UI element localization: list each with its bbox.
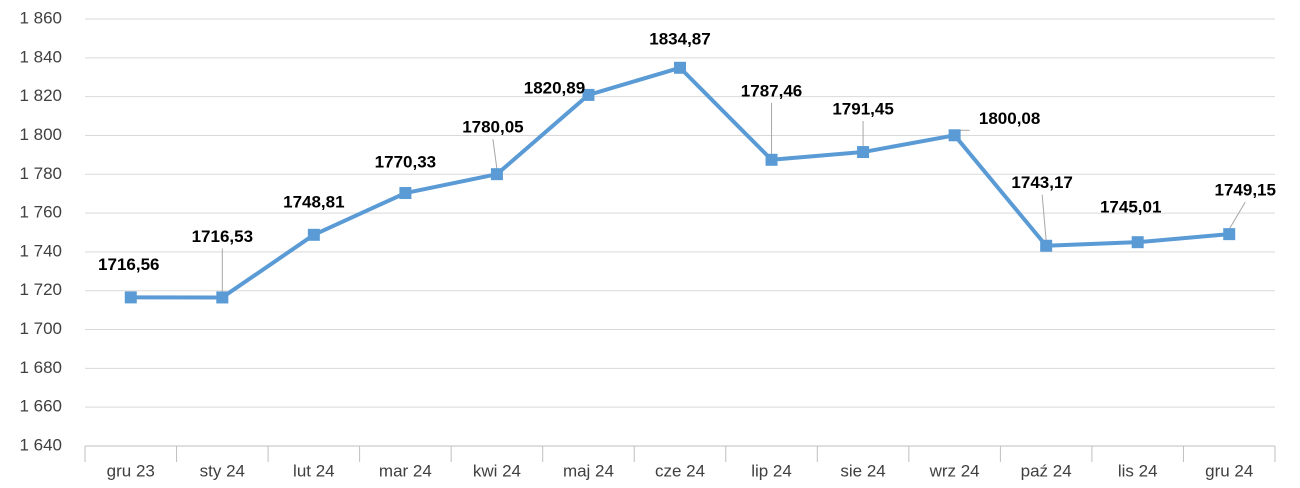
y-tick-label: 1 740 [19,241,62,260]
leader-line [1041,194,1047,241]
x-tick-label: maj 24 [563,461,614,480]
y-tick-label: 1 680 [19,358,62,377]
marker [948,129,961,142]
marker [490,168,503,181]
y-tick-label: 1 840 [19,47,62,66]
y-tick-label: 1 820 [19,86,62,105]
y-tick-label: 1 720 [19,280,62,299]
y-tick-label: 1 640 [19,435,62,454]
x-tick-label: sie 24 [840,461,885,480]
marker [765,153,778,166]
data-label: 1743,17 [1011,173,1072,192]
marker [1131,236,1144,249]
marker [1223,228,1236,241]
x-tick-label: lis 24 [1118,461,1158,480]
marker [124,291,137,304]
x-tick-label: lut 24 [293,461,335,480]
marker [1040,239,1053,252]
x-tick-label: lip 24 [751,461,792,480]
marker [399,187,412,200]
data-label: 1820,89 [524,78,585,97]
data-label: 1745,01 [1100,198,1161,217]
x-tick-label: paź 24 [1021,461,1072,480]
leader-line [1228,201,1246,230]
x-tick-label: kwi 24 [473,461,521,480]
leader-line [492,139,498,170]
data-label: 1716,56 [98,255,159,274]
x-tick-label: gru 24 [1205,461,1253,480]
marker [216,291,229,304]
x-tick-label: mar 24 [379,461,432,480]
data-label: 1834,87 [649,29,710,48]
y-tick-label: 1 800 [19,125,62,144]
y-tick-label: 1 700 [19,319,62,338]
marker [857,146,870,159]
y-tick-label: 1 780 [19,164,62,183]
data-label: 1716,53 [192,227,253,246]
x-tick-label: sty 24 [200,461,245,480]
data-label: 1780,05 [462,118,523,137]
marker [674,61,686,74]
x-tick-label: cze 24 [655,461,705,480]
x-tick-label: wrz 24 [929,461,980,480]
data-label: 1748,81 [283,192,344,211]
data-label: 1800,08 [979,109,1040,128]
marker [307,228,320,241]
data-label: 1787,46 [741,81,802,100]
marker [582,88,595,101]
y-tick-label: 1 660 [19,397,62,416]
data-label: 1749,15 [1215,181,1276,200]
data-label: 1791,45 [832,100,893,119]
y-tick-label: 1 860 [19,8,62,27]
x-tick-label: gru 23 [107,461,155,480]
data-label: 1770,33 [375,153,436,172]
y-tick-label: 1 760 [19,203,62,222]
